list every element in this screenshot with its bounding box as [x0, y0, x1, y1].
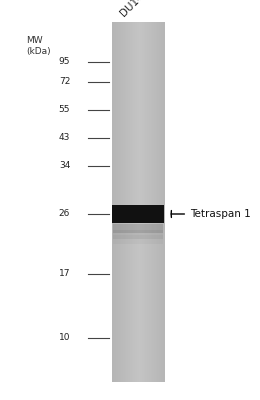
Text: Tetraspan 1: Tetraspan 1: [190, 209, 251, 219]
Bar: [113, 230, 162, 239]
Text: 26: 26: [59, 210, 70, 218]
Bar: [113, 235, 162, 244]
Text: 10: 10: [59, 334, 70, 342]
Bar: [112, 205, 164, 223]
Text: DU145: DU145: [118, 0, 150, 18]
Text: 55: 55: [59, 106, 70, 114]
Text: 95: 95: [59, 58, 70, 66]
Text: 43: 43: [59, 134, 70, 142]
Bar: [113, 224, 162, 233]
Text: 17: 17: [59, 270, 70, 278]
Text: MW
(kDa): MW (kDa): [26, 36, 51, 56]
Text: 72: 72: [59, 78, 70, 86]
Text: 34: 34: [59, 162, 70, 170]
